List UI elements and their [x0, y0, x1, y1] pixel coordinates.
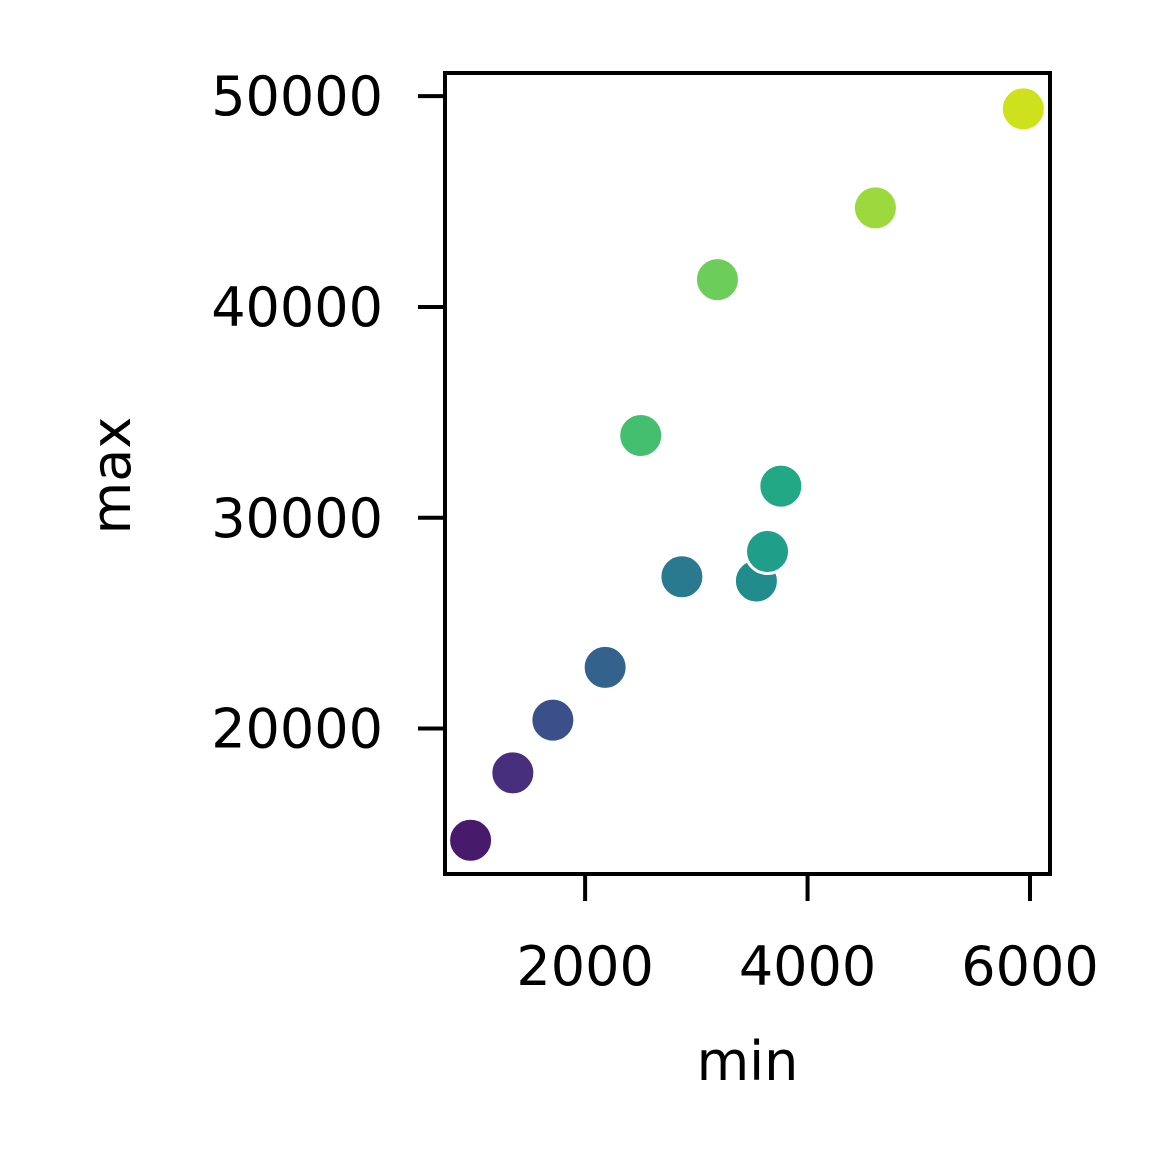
y-tick-label-4: 50000	[211, 65, 383, 128]
y-tick-label-3: 40000	[211, 276, 383, 339]
x-tick-label-2: 4000	[739, 935, 876, 998]
data-point-7	[744, 527, 792, 575]
y-axis-ticks: 20000 30000 40000 50000	[211, 65, 445, 761]
data-point-4	[581, 643, 629, 691]
y-axis-label: max	[80, 417, 143, 535]
data-point-3	[529, 696, 577, 744]
data-point-8	[757, 462, 805, 510]
x-axis-ticks: 2000 4000 6000	[516, 874, 1099, 998]
data-point-10	[693, 256, 741, 304]
data-point-2	[489, 749, 537, 797]
data-point-1	[447, 816, 495, 864]
x-axis-label: min	[697, 1030, 799, 1093]
points-layer	[447, 85, 1047, 864]
data-point-9	[617, 412, 665, 460]
data-point-12	[999, 85, 1047, 133]
x-tick-label-1: 2000	[516, 935, 653, 998]
x-tick-label-3: 6000	[961, 935, 1098, 998]
data-point-5	[658, 553, 706, 601]
data-point-11	[851, 184, 899, 232]
y-tick-label-1: 20000	[211, 698, 383, 761]
y-tick-label-2: 30000	[211, 487, 383, 550]
plot-frame	[443, 71, 1052, 876]
